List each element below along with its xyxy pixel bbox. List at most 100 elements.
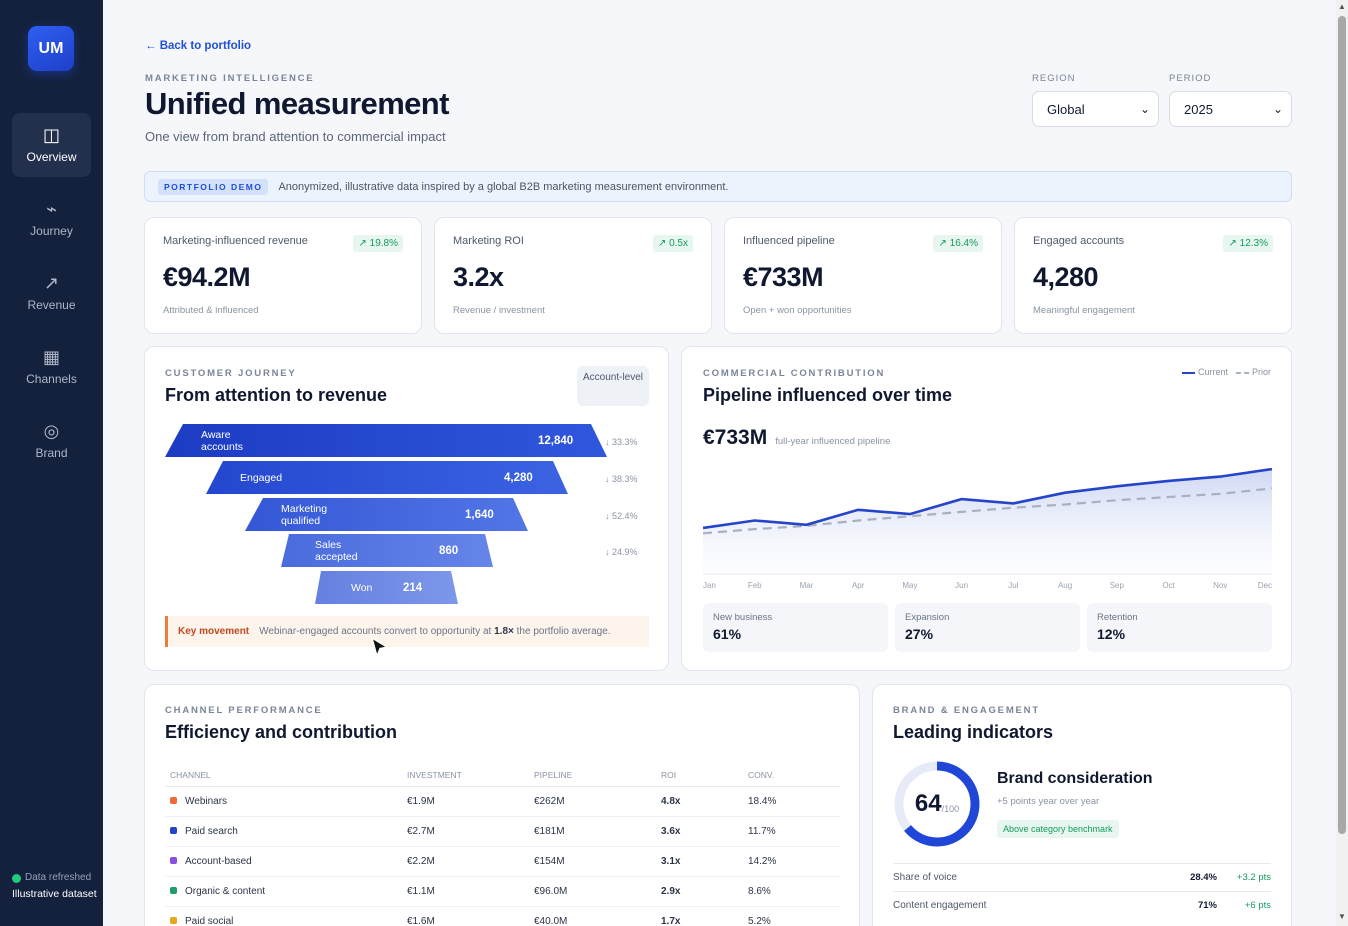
scroll-up-icon[interactable]: ▲ [1338,2,1346,11]
notice-text: Anonymized, illustrative data inspired b… [278,180,729,193]
demo-notice: PORTFOLIO DEMO Anonymized, illustrative … [144,171,1292,202]
funnel-stage-value: 1,640 [465,508,494,521]
kpi-footnote: Revenue / investment [453,305,545,316]
sidebar-item-brand[interactable]: ◎ Brand [12,409,91,473]
column-header-roi[interactable]: ROI [656,764,743,787]
current-series-line [703,467,1272,530]
sidebar-item-label: Channels [26,372,77,386]
legend-current: Current [1181,367,1228,377]
conversion-cell: 14.2% [743,846,840,877]
conversion-rate: ↓ 38.3% [605,474,638,484]
page-subtitle: One view from brand attention to commerc… [145,129,446,144]
funnel-stage-aware[interactable] [165,424,607,457]
funnel-stage-engaged[interactable] [206,461,568,494]
period-label: PERIOD [1169,73,1212,84]
mix-value: 12% [1097,626,1126,642]
region-select[interactable]: Global ⌄ [1032,91,1159,127]
pipeline-eyebrow: COMMERCIAL CONTRIBUTION [703,368,886,379]
channel-swatch [170,827,177,835]
channel-swatch [170,887,177,895]
pipeline-cell: €181M [529,816,656,847]
pipeline-cell: €40.0M [529,906,656,926]
back-to-portfolio-link[interactable]: ← Back to portfolio [145,40,252,52]
pipeline-cell: €96.0M [529,876,656,907]
brand-consideration-title: Brand consideration [997,770,1153,787]
scroll-down-icon[interactable]: ▼ [1338,912,1346,921]
channel-swatch [170,857,177,865]
indicator-delta: +3.2 pts [1236,871,1271,883]
pipeline-total-value: €733M [703,426,768,449]
brand-title: Leading indicators [893,722,1054,742]
channel-swatch [170,917,177,925]
x-tick-label: Jul [1008,581,1018,590]
kpi-label: Influenced pipeline [743,235,835,247]
pipeline-total: €733M full-year influenced pipeline [703,426,890,450]
period-filter: PERIOD 2025 ⌄ [1169,73,1292,127]
journey-eyebrow: CUSTOMER JOURNEY [165,368,297,379]
funnel-stage-won[interactable] [315,571,458,604]
channel-name-cell: Paid search [165,816,402,847]
mix-label: Expansion [905,612,950,623]
brand-eyebrow: BRAND & ENGAGEMENT [893,705,1040,716]
period-select[interactable]: 2025 ⌄ [1169,91,1292,127]
funnel-stage-mql[interactable] [245,498,528,531]
app-logo[interactable]: UM [28,26,74,71]
column-header-channel[interactable]: CHANNEL [165,764,402,787]
indicator-value: 71% [1197,899,1217,911]
chart-legend: Current Prior [1181,367,1271,377]
brand-score-value: 64 [914,790,942,817]
table-row[interactable]: Paid search €2.7M €181M 3.6x 11.7% [165,816,840,847]
refresh-status-text: Data refreshed [25,872,92,883]
scrollbar-thumb[interactable] [1338,16,1346,834]
brand-consideration-subtitle: +5 points year over year [997,796,1100,807]
current-series-area [703,469,1272,574]
pipeline-card: COMMERCIAL CONTRIBUTION Pipeline influen… [681,346,1292,671]
kpi-footnote: Open + won opportunities [743,305,852,316]
sidebar-item-channels[interactable]: ▦ Channels [12,335,91,399]
kpi-value: 4,280 [1033,262,1099,292]
table-row[interactable]: Account-based €2.2M €154M 3.1x 14.2% [165,846,840,877]
indicator-value: 28.4% [1190,871,1217,883]
x-tick-label: Sep [1110,581,1125,590]
account-level-badge[interactable]: Account-level [577,366,649,406]
page-eyebrow: MARKETING INTELLIGENCE [145,73,315,84]
kpi-card-accounts: Engaged accounts ↗ 12.3% 4,280 Meaningfu… [1014,217,1292,334]
investment-cell: €2.7M [402,816,529,847]
funnel-stage-sal[interactable] [281,534,493,567]
sidebar-item-revenue[interactable]: ↗ Revenue [12,261,91,325]
column-header-conv[interactable]: CONV. [743,764,840,787]
funnel-shapes [165,424,607,604]
mix-label: Retention [1097,612,1138,623]
pipeline-line-chart: Jan Feb Mar Apr May Jun Jul Aug Sep Oct Nov Dec [703,467,1272,590]
table-row[interactable]: Organic & content €1.1M €96.0M 2.9x 8.6% [165,876,840,907]
conversion-rate: ↓ 52.4% [605,511,638,521]
table-row[interactable]: Paid social €1.6M €40.0M 1.7x 5.2% [165,906,840,926]
page-scrollbar[interactable]: ▲ ▼ [1336,0,1348,926]
table-row[interactable]: Webinars €1.9M €262M 4.8x 18.4% [165,786,840,817]
conversion-rate: ↓ 24.9% [605,547,638,557]
sidebar-footer: Data refreshed Illustrative dataset [12,870,97,902]
column-header-pipeline[interactable]: PIPELINE [529,764,656,787]
brand-score-max: /100 [941,804,960,814]
funnel-stage-value: 214 [403,581,423,594]
funnel-stage-value: 860 [439,544,459,557]
investment-cell: €2.2M [402,846,529,877]
column-header-investment[interactable]: INVESTMENT [402,764,529,787]
x-tick-label: Nov [1213,581,1227,590]
funnel-stage-label: Marketing qualified [281,502,328,527]
kpi-label: Marketing ROI [453,235,524,247]
trend-icon: ↗ [43,273,60,293]
funnel-stage-value: 12,840 [538,434,574,447]
brand-score: 64 /100 [893,760,981,848]
sidebar-item-journey[interactable]: ⌁ Journey [12,187,91,251]
sidebar-item-overview[interactable]: ◫ Overview [12,113,91,177]
benchmark-badge: Above category benchmark [997,820,1119,838]
pipeline-title: Pipeline influenced over time [703,385,953,405]
kpi-delta-badge: ↗ 12.3% [1223,235,1273,252]
x-tick-label: Feb [748,581,762,590]
key-movement-text: Webinar-engaged accounts convert to oppo… [259,626,611,637]
kpi-value: €94.2M [163,262,251,292]
channel-name-cell: Paid social [165,906,402,926]
key-movement-callout: Key movement Webinar-engaged accounts co… [165,616,649,647]
mix-label: New business [713,612,773,623]
